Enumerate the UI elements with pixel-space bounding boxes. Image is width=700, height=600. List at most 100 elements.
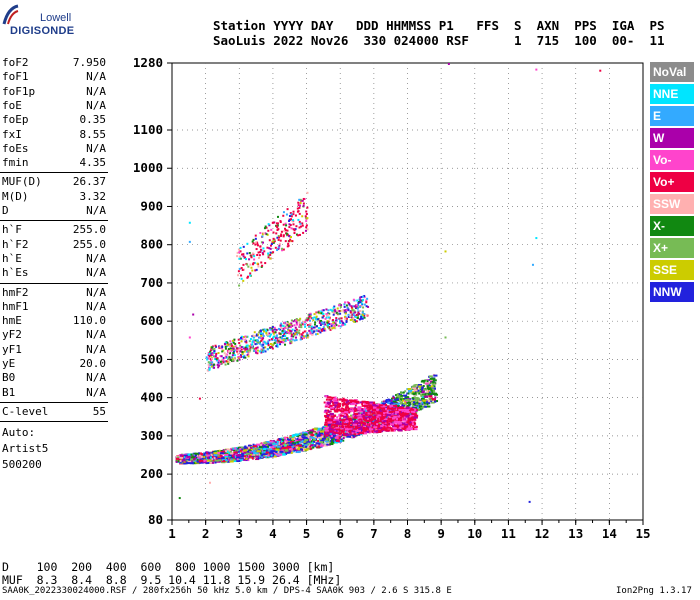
- echo-point: [409, 409, 414, 412]
- echo-point: [180, 461, 185, 464]
- echo-point: [380, 430, 383, 433]
- echo-point: [255, 347, 258, 350]
- echo-point: [389, 423, 394, 426]
- echo-point: [347, 435, 352, 438]
- echo-point: [275, 345, 278, 348]
- echo-point: [336, 416, 339, 419]
- echo-point: [256, 443, 261, 446]
- echo-point: [347, 415, 352, 418]
- echo-point: [285, 437, 288, 440]
- echo-point: [354, 315, 357, 318]
- echo-point: [344, 311, 347, 314]
- echo-point: [286, 446, 291, 449]
- echo-point: [351, 307, 354, 310]
- echo-point: [256, 452, 259, 455]
- echo-point: [213, 454, 218, 457]
- echo-point: [305, 443, 310, 446]
- echo-point: [320, 442, 323, 445]
- echo-point: [246, 347, 249, 350]
- echo-point: [325, 398, 328, 401]
- echo-point: [238, 355, 241, 358]
- echo-point: [338, 436, 341, 439]
- echo-point: [362, 412, 365, 415]
- echo-point: [407, 390, 412, 393]
- echo-point: [292, 210, 295, 213]
- echo-point: [396, 426, 399, 429]
- echo-point: [230, 349, 233, 352]
- echo-point: [344, 323, 347, 326]
- echo-point: [227, 460, 230, 463]
- echo-point: [416, 401, 419, 404]
- echo-point: [299, 198, 302, 201]
- echo-point: [354, 406, 357, 409]
- echo-point: [278, 443, 283, 446]
- echo-point: [361, 416, 366, 419]
- echo-point: [418, 392, 421, 395]
- echo-point: [222, 359, 225, 362]
- echo-point: [382, 428, 387, 431]
- echo-point: [356, 433, 359, 436]
- echo-point: [276, 341, 279, 344]
- echo-point: [292, 332, 295, 335]
- echo-point: [243, 350, 246, 353]
- echo-point: [270, 338, 273, 341]
- echo-point: [429, 377, 432, 380]
- echo-point: [332, 321, 335, 324]
- echo-point: [266, 341, 269, 344]
- echo-point: [410, 418, 415, 421]
- param-value: 255.0: [72, 223, 106, 237]
- echo-point: [415, 388, 418, 391]
- echo-point: [309, 332, 312, 335]
- param-name: B0: [2, 371, 16, 385]
- echo-point: [207, 357, 210, 360]
- echo-point: [304, 325, 307, 328]
- echo-point: [279, 239, 282, 242]
- echo-point: [242, 449, 247, 452]
- echo-point: [284, 229, 287, 232]
- echo-point: [251, 344, 254, 347]
- echo-point: [349, 429, 352, 432]
- echo-point: [363, 408, 366, 411]
- echo-point: [319, 434, 324, 437]
- echo-point: [206, 358, 209, 361]
- echo-point: [388, 417, 393, 420]
- echo-point: [329, 328, 332, 331]
- echo-point: [307, 436, 310, 439]
- echo-point: [432, 392, 437, 395]
- echo-point: [273, 328, 276, 331]
- echo-point: [199, 459, 204, 462]
- echo-point: [333, 407, 336, 410]
- echo-point: [280, 337, 283, 340]
- echo-point: [373, 426, 378, 429]
- echo-point: [333, 324, 336, 327]
- echo-point: [271, 327, 274, 330]
- echo-point: [423, 402, 426, 405]
- echo-point: [395, 397, 400, 400]
- echo-point: [350, 403, 355, 406]
- echo-point: [283, 227, 286, 230]
- echo-point: [309, 330, 312, 333]
- echo-point: [316, 434, 321, 437]
- echo-point: [362, 429, 367, 432]
- echo-point: [237, 338, 240, 341]
- echo-point: [274, 246, 277, 249]
- echo-point: [339, 305, 342, 308]
- y-tick-label: 400: [140, 390, 163, 405]
- echo-point: [401, 419, 406, 422]
- echo-point: [229, 352, 232, 355]
- echo-point: [260, 348, 263, 351]
- echo-point: [398, 413, 403, 416]
- echo-point: [423, 403, 426, 406]
- echo-point: [228, 356, 231, 359]
- echo-point: [365, 301, 368, 304]
- echo-point: [387, 419, 390, 422]
- echo-point: [260, 332, 263, 335]
- echo-point: [284, 440, 287, 443]
- echo-point: [249, 450, 252, 453]
- echo-point: [310, 434, 315, 437]
- echo-point: [237, 353, 240, 356]
- echo-point: [325, 404, 328, 407]
- echo-point: [413, 416, 418, 419]
- echo-point: [219, 362, 222, 365]
- echo-point: [267, 344, 270, 347]
